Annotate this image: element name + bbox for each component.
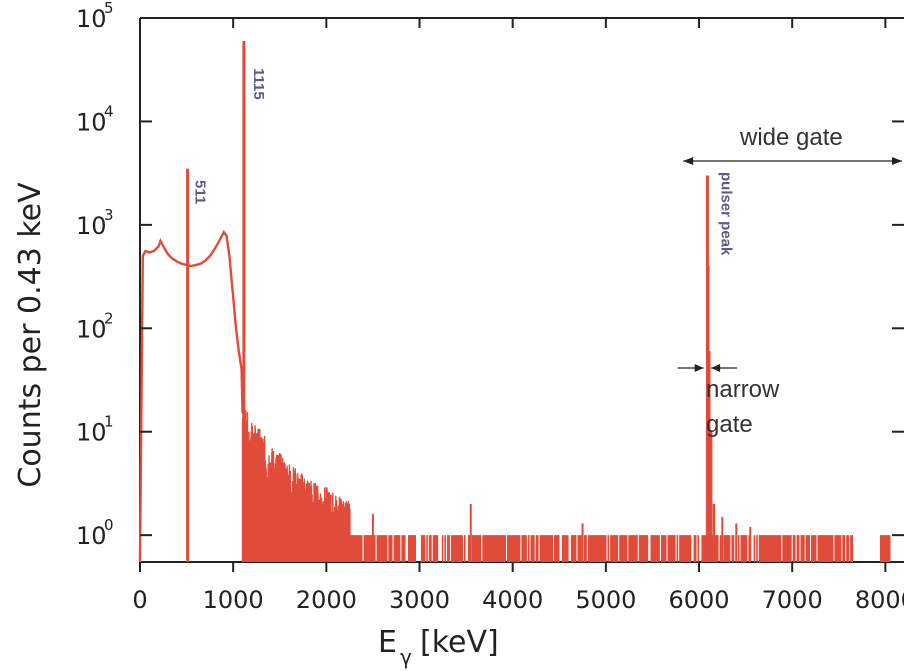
x-axis-title: E γ [keV] bbox=[378, 625, 499, 669]
y-tick-exp-3: 3 bbox=[104, 206, 114, 224]
x-tick-label-3000: 3000 bbox=[389, 586, 450, 614]
compton-tail bbox=[241, 386, 351, 562]
y-tick-exp-5: 5 bbox=[104, 0, 114, 17]
y-tick-exp-0: 0 bbox=[104, 516, 114, 534]
x-axis-title-main: E bbox=[378, 625, 397, 660]
narrow-gate-arrow-right bbox=[711, 364, 721, 372]
x-tick-label-2000: 2000 bbox=[296, 586, 357, 614]
x-tick-label-7000: 7000 bbox=[762, 586, 823, 614]
peak-label-511: 511 bbox=[192, 180, 209, 204]
y-tick-label-0: 10 bbox=[76, 522, 107, 550]
spectrum-series bbox=[138, 40, 891, 562]
narrow-gate-label-line2: gate bbox=[706, 411, 753, 438]
wide-gate-label: wide gate bbox=[739, 124, 843, 151]
x-tick-label-1000: 1000 bbox=[203, 586, 264, 614]
y-tick-label-3: 10 bbox=[76, 212, 107, 240]
wide-gate-arrow-left bbox=[683, 157, 694, 165]
x-tick-label-4000: 4000 bbox=[482, 586, 543, 614]
annotations: 511 1115 pulser peak wide gate narrow gate bbox=[192, 68, 902, 438]
y-tick-label-2: 10 bbox=[76, 315, 107, 343]
y-tick-label-1: 10 bbox=[76, 419, 107, 447]
x-tick-label-6000: 6000 bbox=[668, 586, 729, 614]
y-tick-exp-2: 2 bbox=[104, 309, 114, 327]
peak-label-pulser: pulser peak bbox=[717, 172, 734, 256]
y-tick-label-4: 10 bbox=[76, 108, 107, 136]
continuum-line bbox=[138, 229, 244, 562]
x-tick-label-8000: 8000 bbox=[855, 586, 904, 614]
peak-label-1115: 1115 bbox=[250, 68, 267, 100]
axes: 0100020003000400050006000700080001001011… bbox=[76, 0, 904, 614]
y-axis-title: Counts per 0.43 keV bbox=[13, 182, 48, 488]
x-tick-label-5000: 5000 bbox=[575, 586, 636, 614]
x-tick-label-0: 0 bbox=[132, 586, 147, 614]
x-axis-title-sub: γ bbox=[400, 645, 412, 669]
narrow-gate-label-line1: narrow bbox=[706, 376, 780, 403]
x-axis-title-unit: [keV] bbox=[420, 625, 499, 660]
narrow-gate-arrow-left bbox=[694, 364, 704, 372]
single-count-band bbox=[269, 535, 891, 562]
y-tick-exp-1: 1 bbox=[104, 413, 114, 431]
wide-gate-arrow-right bbox=[892, 157, 902, 165]
y-tick-label-5: 10 bbox=[76, 5, 107, 33]
y-tick-exp-4: 4 bbox=[104, 102, 114, 120]
